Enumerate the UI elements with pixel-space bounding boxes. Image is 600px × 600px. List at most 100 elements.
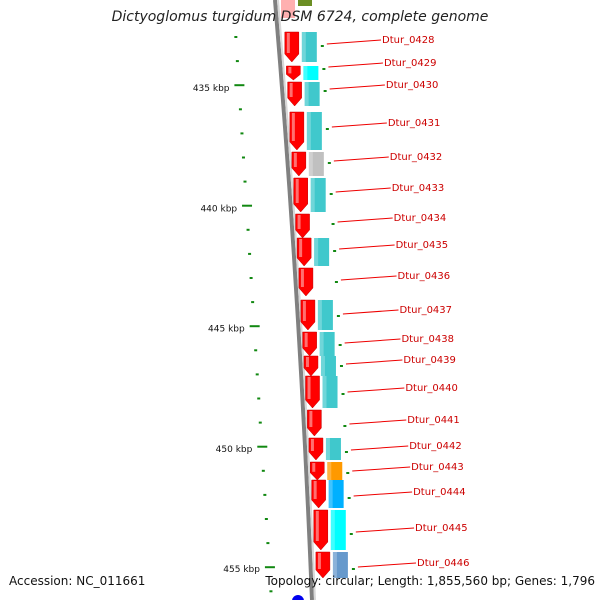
scale-label: 455 kbp	[223, 565, 260, 575]
gene-label: Dtur_0429	[384, 58, 437, 69]
cog-block-shine	[314, 238, 319, 266]
gene-arrow-shine	[286, 33, 290, 53]
gene-label: Dtur_0440	[405, 383, 458, 394]
gene-leader-line	[349, 419, 407, 425]
gene-arrow-shine	[317, 553, 321, 569]
gene-leader-line	[355, 527, 415, 533]
gene-arrow-shine	[315, 511, 319, 541]
gene-arrow-shine	[307, 377, 311, 399]
gene-leader-line	[344, 338, 401, 344]
cog-block	[328, 480, 344, 508]
gene-label: Dtur_0437	[400, 305, 453, 316]
cog-block-shine	[325, 438, 330, 460]
gene-leader-line	[352, 466, 411, 472]
cog-block	[303, 66, 319, 80]
gene-label: Dtur_0446	[417, 558, 470, 569]
gene-label: Dtur_0435	[396, 240, 449, 251]
cog-block	[319, 332, 335, 356]
gene-leader-line	[342, 309, 399, 315]
gene-label: Dtur_0433	[392, 183, 445, 194]
gene-leader-line	[353, 491, 413, 497]
gene-leader-line	[357, 562, 417, 568]
gene-label: Dtur_0442	[409, 441, 462, 452]
cog-block	[330, 510, 346, 550]
scale-ticks: 435 kbp 440 kbp 445 kbp 450 kbp 455 kbp	[193, 36, 275, 593]
cog-block	[332, 552, 348, 578]
scale-label: 440 kbp	[200, 204, 237, 214]
gene-leader-line	[333, 156, 389, 162]
gene-arrow-shine	[310, 439, 314, 451]
cog-block	[325, 438, 341, 460]
gene-label: Dtur_0443	[411, 462, 464, 473]
gene-label: Dtur_0445	[415, 523, 468, 534]
genome-backbone	[273, 0, 314, 600]
gene-arrow-shine	[289, 83, 293, 97]
gene-label: Dtur_0432	[390, 152, 443, 163]
cog-block-shine	[308, 152, 313, 176]
cog-block	[320, 356, 336, 376]
gene-leader-line	[326, 39, 382, 45]
cog-block-shine	[328, 480, 333, 508]
partial-gene-top	[281, 0, 295, 18]
gene-label: Dtur_0441	[407, 415, 460, 426]
cog-block	[317, 300, 333, 330]
partial-cog-top	[298, 0, 312, 6]
cog-block-shine	[332, 552, 337, 578]
gene-arrow-shine	[304, 333, 308, 347]
cog-block-shine	[322, 376, 327, 408]
gene-leader-line	[335, 187, 391, 193]
genome-title: Dictyoglomus turgidum DSM 6724, complete…	[111, 9, 489, 25]
gene-arrow-shine	[299, 239, 303, 257]
cog-block-shine	[320, 356, 325, 376]
cog-block	[306, 112, 322, 150]
origin-marker	[292, 595, 304, 600]
cog-block	[314, 238, 330, 266]
cog-block	[322, 376, 338, 408]
scale-label: 435 kbp	[193, 84, 230, 94]
gene-leader-line	[339, 244, 395, 250]
gene-leader-line	[337, 217, 393, 223]
gene-label: Dtur_0436	[398, 271, 451, 282]
gene-leader-line	[340, 275, 397, 281]
cog-block-shine	[317, 300, 322, 330]
gene-features: Dtur_0428 Dtur_0429 Dtur_0430 Dtur_0431 Dtur…	[284, 31, 470, 579]
gene-arrow-shine	[305, 357, 309, 367]
gene-arrow-shine	[309, 411, 313, 427]
gene-label: Dtur_0431	[388, 118, 441, 129]
gene-arrow-shine	[288, 67, 292, 74]
cog-block-shine	[304, 82, 309, 106]
gene-arrow-shine	[313, 481, 317, 499]
cog-block	[327, 462, 343, 480]
cog-block	[308, 152, 324, 176]
cog-block-shine	[330, 510, 335, 550]
gene-label: Dtur_0439	[403, 355, 456, 366]
gene-arrow-shine	[291, 113, 295, 141]
gene-leader-line	[331, 122, 387, 128]
gene-leader-line	[329, 84, 385, 90]
cog-block	[304, 82, 320, 106]
gene-arrow-shine	[295, 179, 299, 203]
gene-label: Dtur_0430	[386, 80, 439, 91]
cog-block-shine	[319, 332, 324, 356]
cog-block	[301, 32, 317, 62]
gene-leader-line	[345, 359, 403, 365]
cog-block-shine	[310, 178, 315, 212]
genome-backbone-highlight	[277, 0, 316, 600]
cog-block-shine	[327, 462, 332, 480]
scale-label: 450 kbp	[216, 445, 253, 455]
gene-leader-line	[347, 387, 405, 393]
gene-label: Dtur_0444	[413, 487, 466, 498]
gene-label: Dtur_0438	[401, 334, 454, 345]
gene-arrow-shine	[300, 269, 304, 287]
cog-block	[310, 178, 326, 212]
gene-arrow-shine	[297, 215, 301, 229]
scale-label: 445 kbp	[208, 325, 245, 335]
cog-block-shine	[301, 32, 306, 62]
cog-block-shine	[306, 112, 311, 150]
gene-leader-line	[350, 445, 409, 451]
gene-arrow-shine	[293, 153, 297, 167]
gene-leader-line	[328, 62, 383, 68]
accession-label: Accession: NC_011661	[9, 574, 146, 588]
gene-label: Dtur_0428	[382, 35, 435, 46]
